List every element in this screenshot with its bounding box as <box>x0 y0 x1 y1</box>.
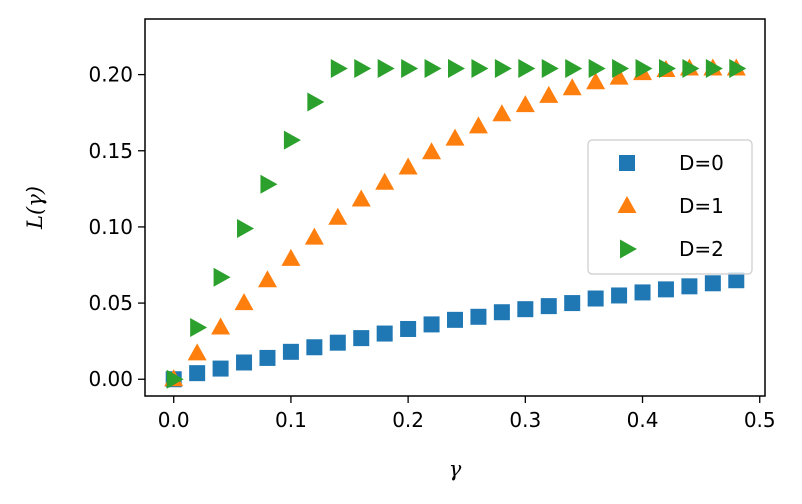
data-point <box>423 316 440 333</box>
data-point <box>657 281 674 298</box>
data-point <box>304 227 324 245</box>
data-point <box>234 293 254 311</box>
data-point <box>540 298 557 315</box>
data-point <box>351 189 371 207</box>
legend: D=0 D=1 D=2 <box>587 139 753 275</box>
x-tick-label: 0.3 <box>509 408 541 432</box>
data-point <box>493 304 510 321</box>
data-point <box>282 343 299 360</box>
legend-label: D=0 <box>679 151 724 175</box>
data-point <box>468 116 488 134</box>
data-point <box>445 128 465 146</box>
y-tick-label: 0.10 <box>88 215 133 239</box>
x-tick-label: 0.1 <box>275 408 307 432</box>
data-marks <box>164 58 747 389</box>
data-point <box>330 59 348 79</box>
legend-label: D=2 <box>679 237 724 261</box>
data-point <box>704 275 721 292</box>
series-D0 <box>165 272 745 388</box>
data-point <box>353 330 370 347</box>
x-tick-label: 0.4 <box>627 408 659 432</box>
legend-item: D=0 <box>619 151 724 175</box>
data-point <box>259 349 276 366</box>
series-D2 <box>166 59 747 389</box>
data-point <box>470 308 487 325</box>
data-point <box>189 365 206 382</box>
data-point <box>187 343 207 361</box>
data-point <box>562 78 582 96</box>
data-point <box>283 130 301 150</box>
data-point <box>398 157 418 175</box>
data-point <box>728 272 745 289</box>
data-point <box>611 287 628 304</box>
data-point <box>517 301 534 318</box>
data-point <box>494 59 512 79</box>
legend-item: D=1 <box>617 194 724 218</box>
data-point <box>375 172 395 190</box>
y-axis-label: L(γ) <box>23 186 47 230</box>
legend-item: D=2 <box>620 237 724 261</box>
data-point <box>329 334 346 351</box>
data-point <box>518 59 536 79</box>
x-axis-label: γ <box>449 457 462 481</box>
data-point <box>471 59 489 79</box>
data-point <box>424 59 442 79</box>
data-point <box>492 104 512 122</box>
data-point <box>307 92 325 112</box>
x-axis-ticks: 0.0 0.1 0.2 0.3 0.4 0.5 <box>158 396 776 432</box>
data-point <box>634 284 651 301</box>
data-point <box>166 369 184 389</box>
data-point <box>257 270 277 288</box>
legend-marker <box>620 239 637 259</box>
data-point <box>588 59 606 79</box>
data-point <box>658 59 676 79</box>
y-tick-label: 0.00 <box>88 367 133 391</box>
data-point <box>236 354 253 371</box>
data-point <box>212 360 229 377</box>
data-point <box>213 267 231 287</box>
data-point <box>211 317 231 335</box>
y-tick-label: 0.05 <box>88 291 133 315</box>
x-tick-label: 0.5 <box>744 408 776 432</box>
data-point <box>609 67 629 85</box>
data-point <box>515 95 535 113</box>
y-tick-label: 0.20 <box>88 63 133 87</box>
plot-frame <box>144 18 766 397</box>
data-point <box>306 339 323 356</box>
data-point <box>612 59 630 79</box>
data-point <box>729 59 747 79</box>
data-point <box>328 207 348 225</box>
data-point <box>681 278 698 295</box>
legend-marker <box>617 196 637 213</box>
data-point <box>565 59 583 79</box>
data-point <box>564 295 581 312</box>
data-point <box>260 174 278 194</box>
legend-marker <box>619 155 635 171</box>
x-tick-label: 0.0 <box>158 408 190 432</box>
data-point <box>377 59 395 79</box>
data-point <box>587 290 604 307</box>
data-point <box>376 325 393 342</box>
data-point <box>541 59 559 79</box>
data-point <box>281 248 301 266</box>
data-point <box>447 311 463 328</box>
data-point <box>705 59 723 79</box>
data-point <box>539 85 559 103</box>
data-point <box>237 218 255 238</box>
x-tick-label: 0.2 <box>392 408 424 432</box>
data-point <box>682 59 700 79</box>
data-point <box>354 59 372 79</box>
y-tick-label: 0.15 <box>88 139 133 163</box>
data-point <box>635 59 653 79</box>
legend-label: D=1 <box>679 194 724 218</box>
data-point <box>400 320 417 337</box>
data-point <box>422 142 442 160</box>
data-point <box>190 317 208 337</box>
legend-box <box>587 139 753 275</box>
y-axis-ticks: 0.00 0.05 0.10 0.15 0.20 <box>88 63 145 391</box>
data-point <box>586 72 606 90</box>
data-point <box>401 59 419 79</box>
data-point <box>448 59 465 79</box>
